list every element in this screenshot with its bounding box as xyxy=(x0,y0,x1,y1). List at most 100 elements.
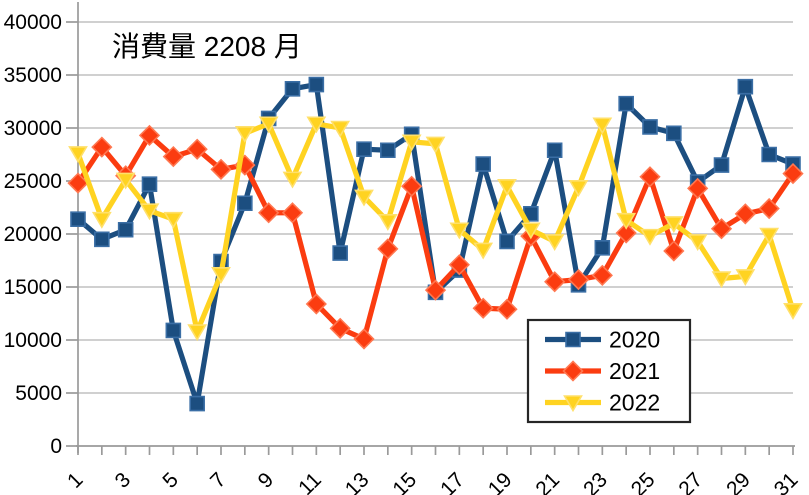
marker-2022-day28 xyxy=(711,271,732,289)
x-tick-label: 27 xyxy=(674,468,707,495)
marker-2020-day18 xyxy=(475,156,491,172)
chart-legend: 2020 2021 2022 xyxy=(526,318,692,424)
y-tick-label: 40000 xyxy=(4,11,62,34)
marker-2021-day12 xyxy=(329,317,351,339)
marker-2020-day25 xyxy=(642,119,658,135)
marker-2020-day28 xyxy=(713,157,730,173)
marker-2020-day12 xyxy=(332,245,348,261)
x-tick-label: 29 xyxy=(722,468,755,495)
marker-2022-day13 xyxy=(354,189,374,207)
marker-2022-day15 xyxy=(401,134,422,152)
marker-2020-day23 xyxy=(594,239,611,256)
series-group xyxy=(67,76,804,412)
x-tick-label: 31 xyxy=(770,468,803,495)
y-tick-label: 35000 xyxy=(4,64,62,87)
marker-2020-day14 xyxy=(380,142,396,159)
marker-2022-day20 xyxy=(520,222,541,240)
marker-2021-day21 xyxy=(544,271,566,293)
x-tick-label: 9 xyxy=(254,468,279,493)
marker-2021-day29 xyxy=(734,203,756,225)
marker-2022-day23 xyxy=(592,117,613,135)
marker-2022-day30 xyxy=(759,227,780,245)
marker-2020-day11 xyxy=(308,76,325,93)
marker-2022-day18 xyxy=(473,242,494,260)
marker-2022-day11 xyxy=(306,116,327,134)
marker-2020-day6 xyxy=(189,395,205,412)
x-tick-label: 19 xyxy=(484,468,517,495)
marker-2022-day7 xyxy=(211,266,231,284)
y-tick-label: 10000 xyxy=(4,329,62,352)
x-tick-label: 13 xyxy=(341,468,374,495)
marker-2021-day16 xyxy=(424,279,447,301)
marker-2021-day10 xyxy=(281,202,304,224)
legend-marker-diamond-icon xyxy=(562,360,584,382)
x-tick-label: 17 xyxy=(436,468,469,495)
legend-label: 2022 xyxy=(609,390,660,416)
marker-2022-day4 xyxy=(139,203,160,221)
marker-2022-day29 xyxy=(735,269,756,286)
marker-2021-day22 xyxy=(567,268,590,291)
marker-2022-day19 xyxy=(497,179,517,196)
marker-2021-day24 xyxy=(615,222,637,244)
series-line-2021 xyxy=(75,132,796,342)
x-tick-label: 21 xyxy=(531,468,564,495)
legend-item-2021: 2021 xyxy=(545,358,660,384)
marker-2020-day26 xyxy=(666,125,682,142)
x-tick-label: 3 xyxy=(111,468,136,493)
marker-2020-day1 xyxy=(70,211,86,227)
marker-2022-day17 xyxy=(449,222,470,240)
marker-2020-day3 xyxy=(117,221,134,238)
marker-2021-day15 xyxy=(401,175,423,197)
y-tick-label: 0 xyxy=(50,435,62,458)
legend-marker-square-icon xyxy=(565,331,581,348)
marker-2022-day27 xyxy=(687,234,708,252)
marker-2021-day11 xyxy=(305,293,327,315)
marker-2022-day25 xyxy=(640,228,660,246)
x-tick-label: 1 xyxy=(63,468,88,493)
y-tick-label: 25000 xyxy=(4,170,62,193)
marker-2022-day8 xyxy=(234,126,255,143)
legend-label: 2021 xyxy=(609,358,660,384)
marker-2021-day6 xyxy=(186,138,208,160)
marker-2022-day2 xyxy=(91,211,112,229)
y-axis: 0 5000 10000 15000 20000 25000 30000 35000 40000 xyxy=(4,2,79,458)
marker-2021-day23 xyxy=(591,264,613,286)
y-tick-label: 5000 xyxy=(15,382,62,405)
marker-2021-day25 xyxy=(639,166,661,188)
marker-2022-day10 xyxy=(282,171,303,189)
marker-2020-day19 xyxy=(499,233,515,250)
marker-2022-day22 xyxy=(568,180,589,197)
marker-2022-day31 xyxy=(783,303,803,320)
x-tick-label: 5 xyxy=(158,468,183,493)
marker-2021-day27 xyxy=(687,177,709,200)
marker-2022-day3 xyxy=(115,172,136,190)
marker-2020-day24 xyxy=(618,95,634,112)
marker-2020-day8 xyxy=(237,195,253,212)
marker-2021-day1 xyxy=(67,172,89,194)
series-2022 xyxy=(68,116,803,342)
x-tick-label: 7 xyxy=(206,468,231,493)
marker-2020-day2 xyxy=(94,231,110,248)
marker-2022-day6 xyxy=(187,324,208,342)
marker-2022-day12 xyxy=(330,120,351,138)
x-axis: 1 3 5 7 9 11 13 15 17 19 21 23 25 27 29 31 xyxy=(63,445,803,495)
marker-2022-day21 xyxy=(544,234,565,252)
marker-2021-day31 xyxy=(782,162,804,185)
marker-2021-day18 xyxy=(472,297,494,319)
legend-item-2022: 2022 xyxy=(545,390,660,416)
x-tick-label: 23 xyxy=(579,468,612,495)
marker-2022-day26 xyxy=(663,216,684,233)
marker-2022-day9 xyxy=(258,116,279,134)
marker-2021-day5 xyxy=(162,145,184,168)
marker-2020-day13 xyxy=(356,141,372,157)
marker-2021-day19 xyxy=(496,298,518,320)
marker-2022-day1 xyxy=(68,146,88,164)
marker-2021-day13 xyxy=(353,328,375,350)
marker-2021-day14 xyxy=(377,238,399,260)
marker-2020-day30 xyxy=(761,146,777,163)
x-tick-label: 25 xyxy=(627,468,660,495)
x-tick-label: 15 xyxy=(388,468,421,495)
marker-2021-day28 xyxy=(710,218,733,240)
